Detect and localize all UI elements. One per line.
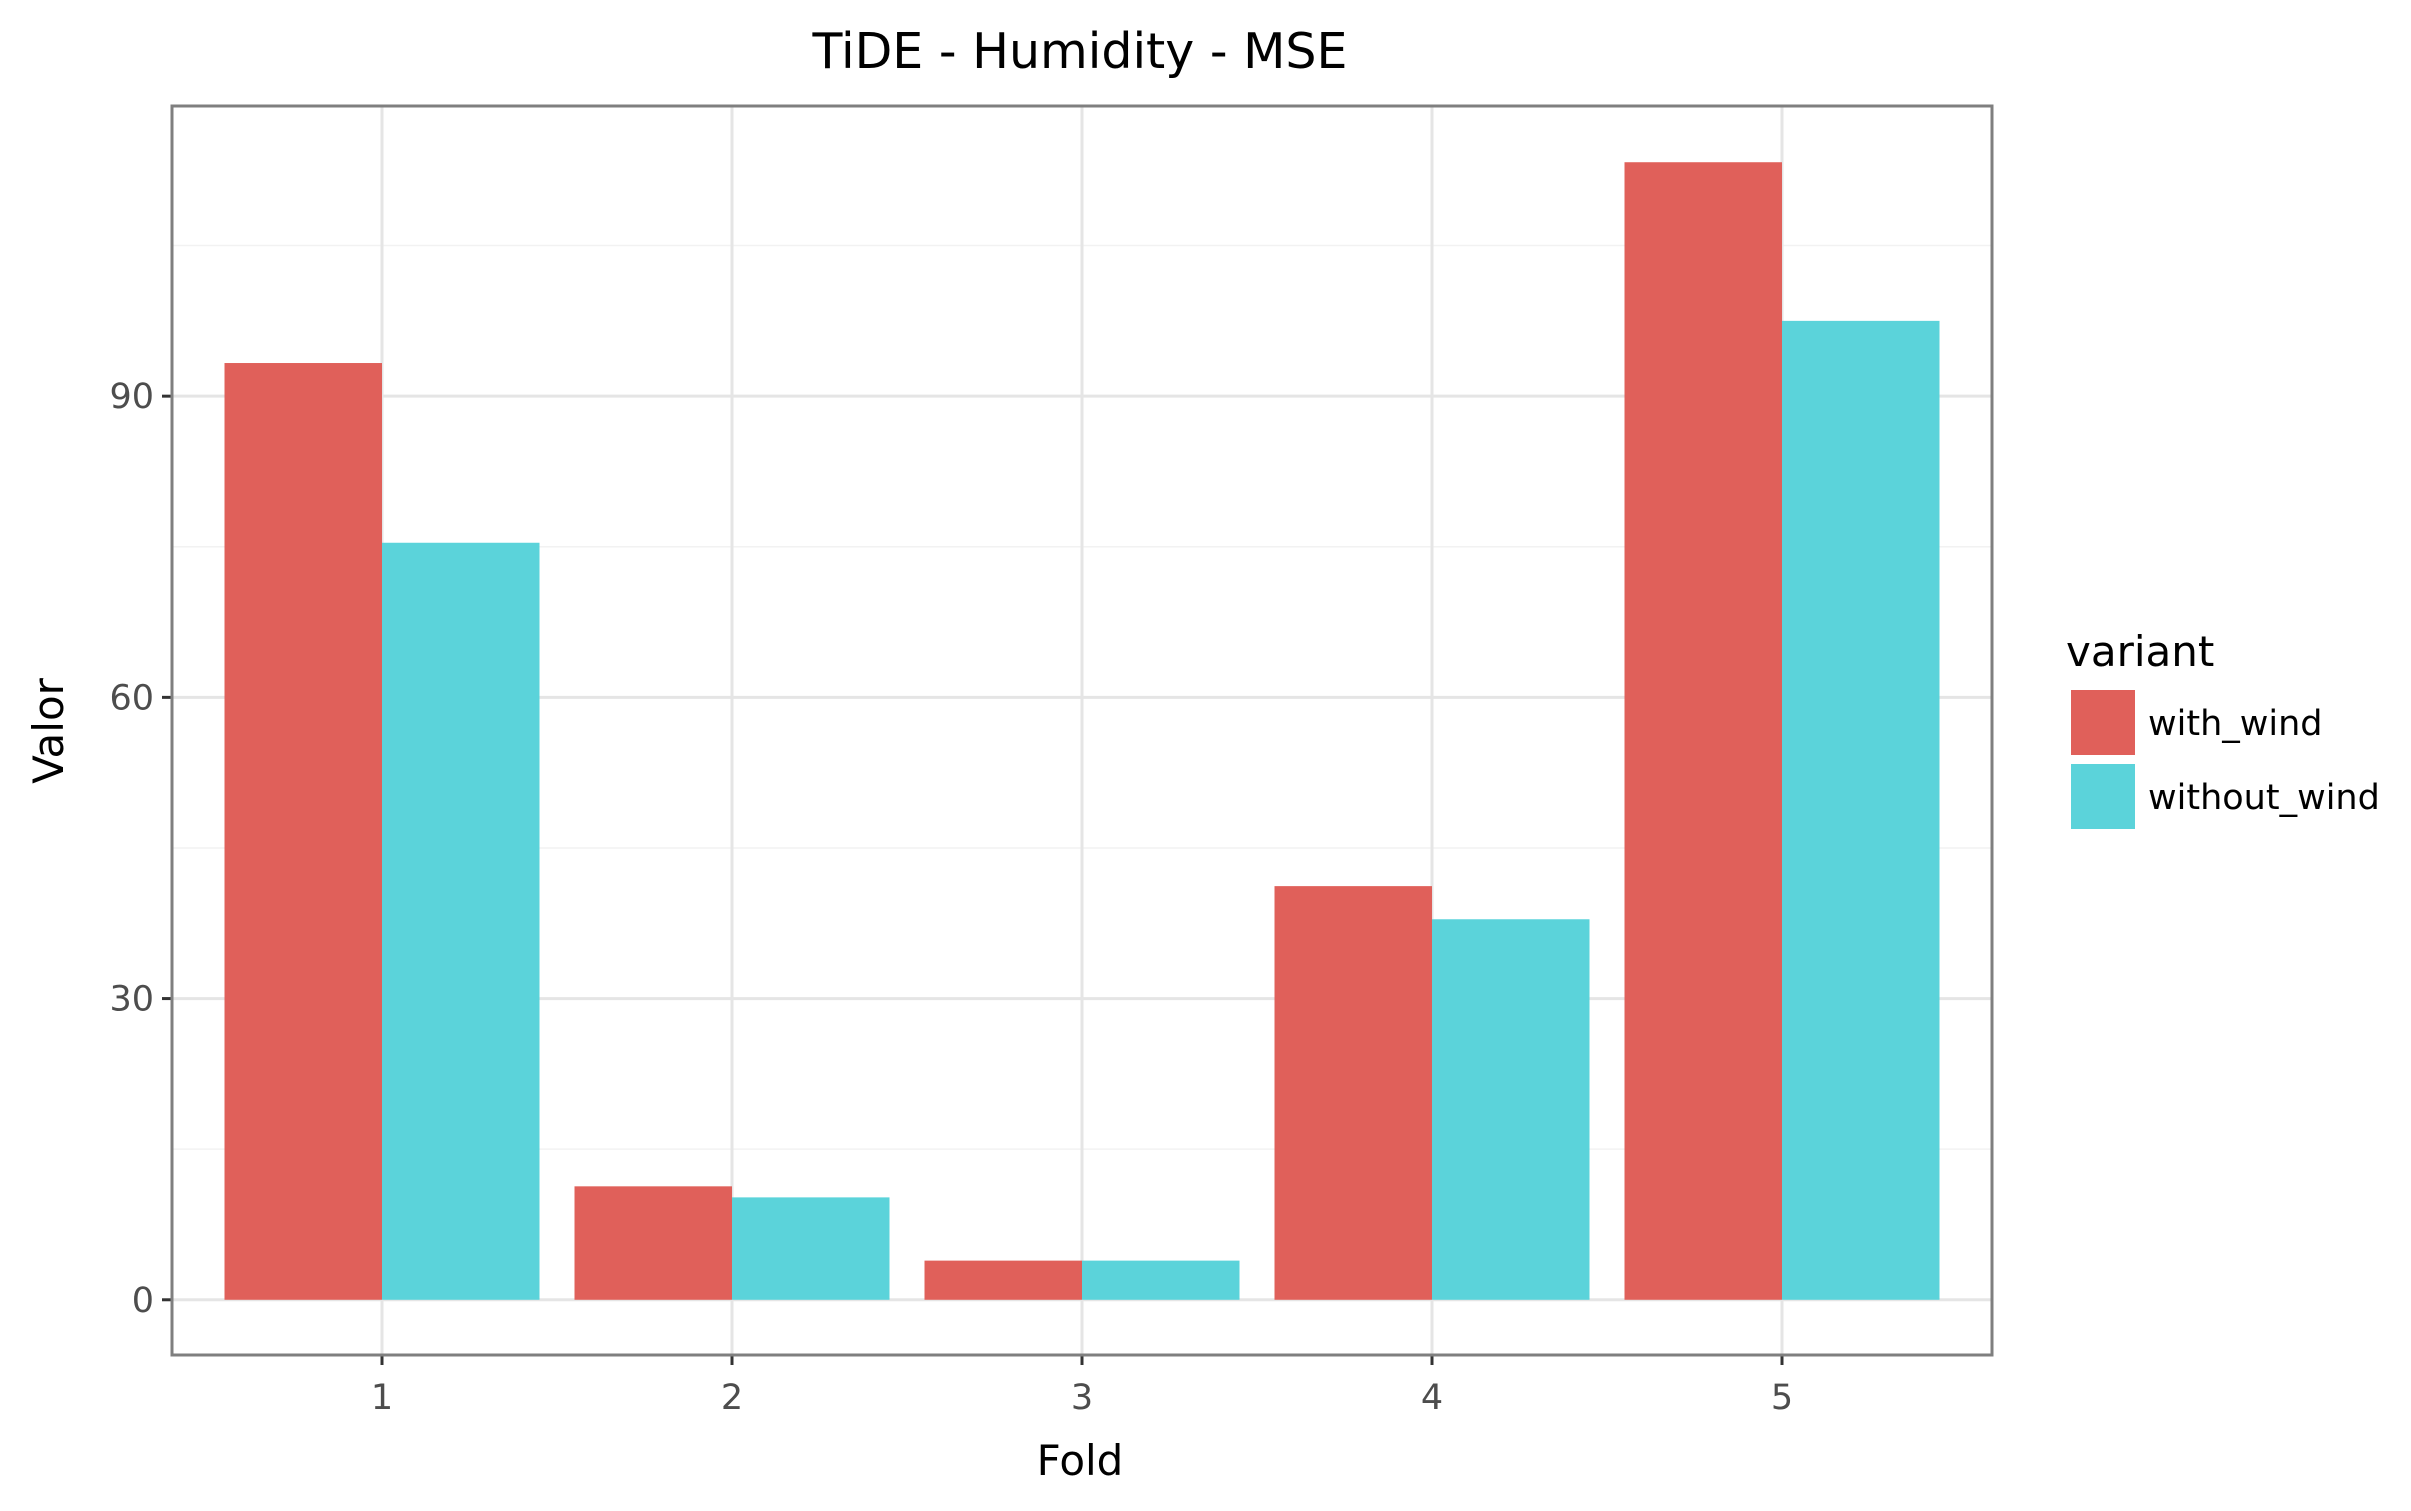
- chart-title: TiDE - Humidity - MSE: [812, 23, 1348, 80]
- legend-key-without_wind: [2071, 764, 2135, 829]
- bar-with_wind-fold-5: [1624, 162, 1782, 1300]
- x-tick-label: 3: [1071, 1378, 1093, 1418]
- bar-without_wind-fold-3: [1082, 1260, 1240, 1300]
- x-tick-label: 4: [1421, 1378, 1443, 1418]
- legend: variant with_wind without_wind: [2066, 627, 2380, 829]
- x-tick-label: 5: [1771, 1378, 1793, 1418]
- bar-with_wind-fold-1: [224, 363, 382, 1300]
- x-tick-label: 1: [371, 1378, 393, 1418]
- bar-without_wind-fold-1: [382, 542, 540, 1300]
- bar-without_wind-fold-2: [732, 1197, 890, 1300]
- legend-title: variant: [2066, 627, 2214, 676]
- y-tick-label: 30: [109, 980, 154, 1020]
- bar-with_wind-fold-4: [1274, 886, 1432, 1300]
- y-axis-title: Valor: [24, 677, 73, 784]
- bar-without_wind-fold-4: [1432, 919, 1590, 1300]
- plot-panel: 0 30 60 90 1 2 3 4 5: [109, 104, 1994, 1418]
- x-axis-title: Fold: [1037, 1436, 1124, 1485]
- panel-border: [170, 104, 1994, 1357]
- x-tick-label: 2: [721, 1378, 743, 1418]
- y-tick-label: 60: [109, 678, 154, 718]
- legend-label-without_wind: without_wind: [2148, 778, 2380, 818]
- bar-with_wind-fold-2: [574, 1186, 732, 1300]
- legend-label-with_wind: with_wind: [2148, 704, 2323, 744]
- bar-with_wind-fold-3: [924, 1260, 1082, 1300]
- y-tick-label: 0: [132, 1281, 154, 1321]
- bar-without_wind-fold-5: [1782, 320, 1940, 1300]
- legend-key-with_wind: [2071, 690, 2135, 755]
- y-tick-label: 90: [109, 377, 154, 417]
